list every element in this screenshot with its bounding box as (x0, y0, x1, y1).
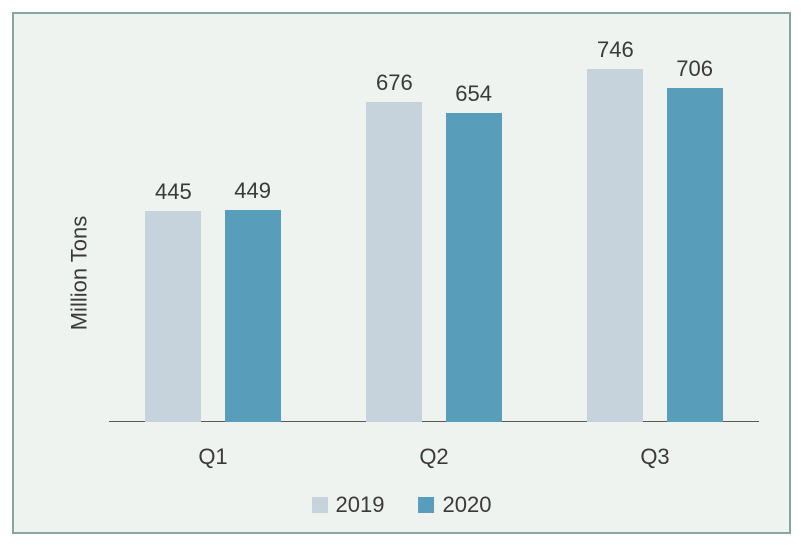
bar-2019-Q2: 676 (366, 102, 422, 422)
bar-2019-Q3: 746 (587, 69, 643, 422)
legend: 2019 2020 (312, 492, 492, 518)
legend-swatch-icon (419, 497, 435, 513)
bar-2020-Q1: 449 (225, 210, 281, 422)
legend-item-2020: 2020 (419, 492, 492, 518)
plot-area: 445449Q1676654Q2746706Q3 (109, 34, 759, 422)
bar-2019-Q1: 445 (145, 211, 201, 422)
bar-2020-Q3: 706 (667, 88, 723, 422)
bar-value-label: 706 (667, 56, 723, 82)
legend-label: 2020 (443, 492, 492, 518)
bar-2020-Q2: 654 (446, 113, 502, 422)
chart-outer: Million Tons 445449Q1676654Q2746706Q3 20… (0, 0, 803, 546)
bar-value-label: 654 (446, 81, 502, 107)
bar-value-label: 676 (366, 70, 422, 96)
legend-label: 2019 (336, 492, 385, 518)
bar-value-label: 746 (587, 37, 643, 63)
chart-panel: Million Tons 445449Q1676654Q2746706Q3 20… (12, 12, 791, 534)
category-label-Q2: Q2 (419, 422, 448, 470)
bar-value-label: 445 (145, 179, 201, 205)
legend-swatch-icon (312, 497, 328, 513)
category-label-Q1: Q1 (198, 422, 227, 470)
y-axis-label: Million Tons (66, 216, 92, 331)
bar-value-label: 449 (225, 178, 281, 204)
category-label-Q3: Q3 (640, 422, 669, 470)
legend-item-2019: 2019 (312, 492, 385, 518)
